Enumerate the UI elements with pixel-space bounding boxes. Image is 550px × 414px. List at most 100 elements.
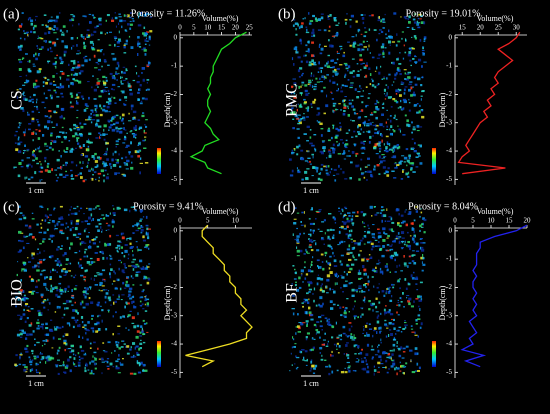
pore bbox=[146, 302, 149, 306]
pore bbox=[142, 333, 145, 336]
pore bbox=[52, 19, 56, 22]
pore bbox=[404, 51, 407, 54]
pore bbox=[377, 143, 381, 146]
pore bbox=[49, 94, 52, 97]
pore bbox=[115, 114, 119, 117]
pore bbox=[27, 33, 29, 37]
pore bbox=[83, 353, 87, 356]
pore bbox=[299, 92, 303, 95]
pore bbox=[297, 171, 301, 174]
pore bbox=[414, 37, 417, 40]
pore bbox=[69, 323, 71, 327]
pore bbox=[24, 366, 28, 369]
pore bbox=[32, 149, 35, 153]
pore bbox=[350, 220, 353, 222]
pore bbox=[127, 83, 131, 85]
pore bbox=[397, 91, 400, 93]
pore bbox=[45, 327, 49, 330]
pore bbox=[304, 89, 308, 93]
pore bbox=[132, 258, 136, 261]
pore bbox=[53, 89, 56, 92]
pore bbox=[86, 338, 89, 341]
pore bbox=[16, 273, 18, 277]
x-tick-label: 20 bbox=[232, 24, 240, 32]
pore bbox=[393, 284, 395, 286]
pore bbox=[320, 167, 323, 171]
pore bbox=[319, 304, 323, 308]
pore bbox=[144, 32, 147, 34]
pore bbox=[130, 155, 134, 158]
pore bbox=[368, 323, 371, 325]
pore bbox=[348, 244, 351, 248]
pore bbox=[396, 367, 400, 370]
pore bbox=[37, 47, 39, 49]
pore bbox=[141, 72, 143, 74]
porosity-title: Porosity = 8.04% bbox=[408, 201, 478, 212]
pore bbox=[342, 141, 344, 144]
pore bbox=[331, 59, 335, 62]
pore bbox=[304, 360, 307, 362]
pore bbox=[376, 38, 378, 42]
pore bbox=[42, 326, 44, 330]
pore bbox=[338, 22, 340, 24]
pore bbox=[104, 86, 108, 88]
pore bbox=[67, 290, 69, 292]
pore bbox=[19, 318, 23, 320]
pore bbox=[361, 101, 364, 104]
pore bbox=[307, 301, 310, 304]
pore bbox=[82, 97, 85, 100]
pore bbox=[135, 137, 137, 139]
pore bbox=[346, 217, 349, 220]
pore bbox=[71, 83, 74, 86]
pore bbox=[348, 129, 351, 132]
pore bbox=[356, 211, 359, 214]
pore bbox=[320, 278, 324, 281]
pore bbox=[64, 287, 67, 291]
pore bbox=[309, 229, 312, 232]
pore bbox=[111, 219, 114, 222]
pore bbox=[315, 77, 318, 80]
pore bbox=[340, 90, 344, 93]
pore bbox=[59, 205, 63, 208]
pore bbox=[144, 162, 149, 164]
pore bbox=[19, 37, 22, 40]
pore bbox=[36, 107, 39, 111]
pore bbox=[23, 97, 27, 101]
x-tick-label: 0 bbox=[178, 24, 182, 32]
pore bbox=[309, 160, 311, 163]
pore bbox=[343, 158, 347, 160]
pore bbox=[313, 240, 316, 242]
pore bbox=[333, 17, 337, 19]
pore bbox=[393, 177, 397, 179]
pore bbox=[104, 164, 108, 166]
pore bbox=[78, 80, 82, 84]
pore bbox=[145, 119, 148, 121]
pore bbox=[53, 326, 56, 328]
pore bbox=[299, 232, 301, 236]
pore bbox=[381, 107, 384, 109]
pore bbox=[325, 165, 328, 169]
pore bbox=[292, 312, 295, 316]
pore bbox=[86, 33, 88, 37]
pore bbox=[344, 146, 348, 149]
pore bbox=[317, 71, 320, 73]
pore bbox=[79, 302, 82, 306]
pore bbox=[343, 110, 346, 112]
pore bbox=[409, 59, 412, 62]
y-tick-label: -4 bbox=[171, 147, 177, 155]
pore bbox=[51, 287, 55, 290]
pore bbox=[379, 330, 381, 334]
pore bbox=[37, 248, 39, 250]
pore bbox=[20, 107, 24, 110]
pore bbox=[373, 237, 376, 240]
pore bbox=[290, 352, 292, 355]
pore bbox=[395, 366, 397, 368]
pore bbox=[144, 369, 148, 372]
pore bbox=[104, 109, 108, 113]
pore bbox=[97, 301, 100, 304]
pore bbox=[23, 30, 25, 32]
pore bbox=[47, 20, 51, 22]
pore bbox=[396, 341, 398, 344]
pore bbox=[24, 38, 26, 41]
